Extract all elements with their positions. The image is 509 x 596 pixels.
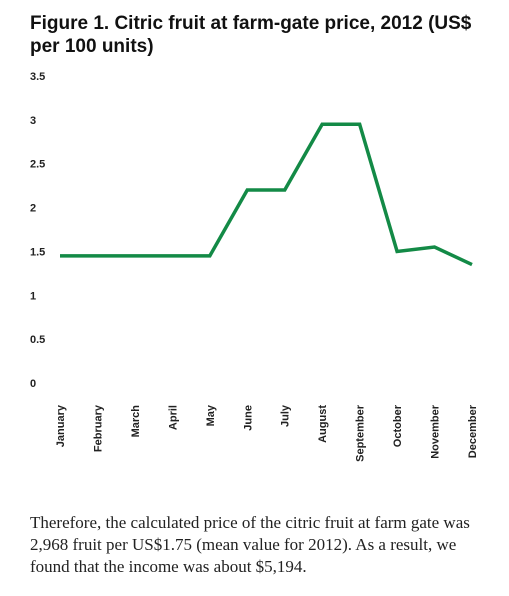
y-tick-label: 1: [30, 290, 36, 302]
x-tick-label: August: [317, 405, 329, 443]
x-tick-label: May: [205, 404, 217, 426]
y-tick-label: 0: [30, 378, 36, 390]
x-tick-label: June: [242, 405, 254, 431]
y-tick-label: 2.5: [30, 159, 45, 171]
x-tick-label: November: [430, 404, 442, 459]
y-tick-label: 3.5: [30, 71, 45, 83]
line-chart: 0 0.5 1 1.5 2 2.5 3 3.5 January February March Apr…: [30, 71, 479, 462]
x-tick-label: July: [280, 404, 292, 427]
x-tick-label: October: [392, 404, 404, 447]
x-tick-label: January: [55, 404, 67, 447]
series-group: [60, 122, 473, 267]
x-tick-label: February: [92, 404, 104, 452]
y-tick-label: 3: [30, 115, 36, 127]
figure-title: Figure 1. Citric fruit at farm-gate pric…: [30, 13, 472, 57]
x-axis-ticks: January February March April May June July Augu…: [55, 404, 479, 462]
series-line: [60, 122, 473, 267]
y-tick-label: 1.5: [30, 246, 45, 258]
x-tick-label: December: [467, 404, 479, 458]
x-tick-label: September: [355, 404, 367, 462]
y-tick-label: 2: [30, 203, 36, 215]
y-tick-label: 0.5: [30, 334, 45, 346]
caption-paragraph: Therefore, the calculated price of the c…: [30, 513, 470, 576]
y-axis-ticks: 0 0.5 1 1.5 2 2.5 3 3.5: [30, 71, 45, 390]
x-tick-label: April: [167, 405, 179, 430]
x-tick-label: March: [130, 405, 142, 438]
